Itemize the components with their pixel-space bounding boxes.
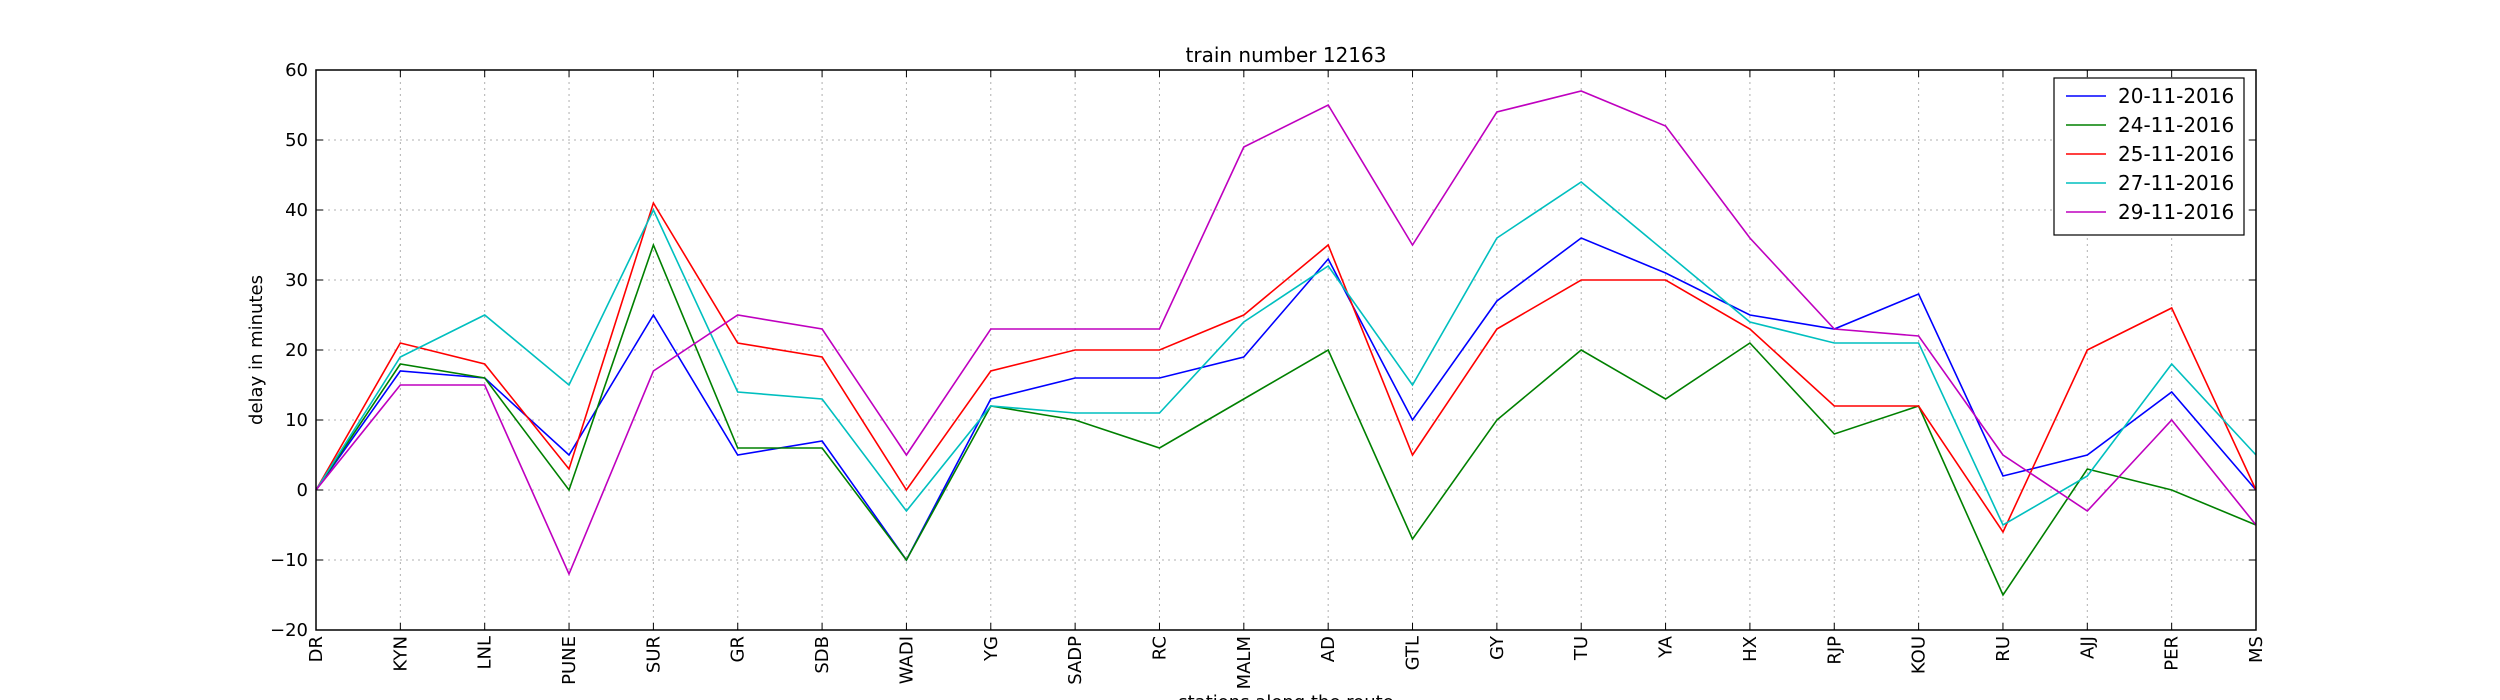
x-tick-label: RC <box>1149 636 1170 660</box>
legend-entry: 24-11-2016 <box>2118 113 2234 137</box>
x-tick-label: GY <box>1487 635 1508 660</box>
x-tick-label: TU <box>1571 636 1592 661</box>
x-tick-label: PUNE <box>559 636 580 685</box>
x-tick-label: LNL <box>475 636 496 670</box>
chart-title: train number 12163 <box>1186 43 1387 67</box>
x-tick-label: MALM <box>1234 636 1255 689</box>
legend-entry: 25-11-2016 <box>2118 142 2234 166</box>
y-tick-label: 0 <box>297 480 308 501</box>
x-tick-label: HX <box>1740 636 1761 662</box>
axis-ticks: −20 −10 0 10 20 30 40 50 60 DR KYN LNL PUNE SUR GR SDB W… <box>270 60 2267 689</box>
y-tick-label: 60 <box>285 60 308 81</box>
x-tick-label: AD <box>1318 636 1339 662</box>
series-lines <box>315 90 2257 597</box>
series-line-27-11-2016 <box>315 181 2257 527</box>
x-tick-label: YA <box>1656 635 1677 659</box>
series-line-20-11-2016 <box>315 237 2257 562</box>
x-tick-label: WADI <box>896 636 917 684</box>
series-line-25-11-2016 <box>315 201 2257 534</box>
x-tick-label: DR <box>306 636 327 662</box>
legend-entry: 29-11-2016 <box>2118 200 2234 224</box>
x-tick-label: SUR <box>643 636 664 673</box>
x-tick-label: KYN <box>390 636 411 672</box>
y-tick-label: −10 <box>270 550 308 571</box>
x-axis-label: stations along the route <box>1178 692 1393 700</box>
series-line-29-11-2016 <box>315 90 2257 577</box>
x-tick-label: KOU <box>1909 636 1930 674</box>
x-tick-label: AJJ <box>2077 636 2098 659</box>
x-tick-label: GTL <box>1403 636 1424 670</box>
series-line-24-11-2016 <box>315 242 2257 597</box>
legend: 20-11-2016 24-11-2016 25-11-2016 27-11-2016… <box>2053 77 2245 236</box>
y-axis-label: delay in minutes <box>246 275 267 425</box>
y-tick-label: 40 <box>285 200 308 221</box>
legend-entry: 27-11-2016 <box>2118 171 2234 195</box>
legend-entry: 20-11-2016 <box>2118 84 2234 108</box>
y-tick-label: −20 <box>270 620 308 641</box>
x-tick-label: PER <box>2162 636 2183 671</box>
y-tick-label: 10 <box>285 410 308 431</box>
x-tick-label: GR <box>728 636 749 662</box>
x-tick-label: MS <box>2246 636 2267 663</box>
legend-box <box>2053 77 2245 236</box>
y-tick-label: 30 <box>285 270 308 291</box>
x-tick-label: RU <box>1993 636 2014 662</box>
x-tick-label: SDB <box>812 636 833 674</box>
x-tick-label: RJP <box>1824 636 1845 665</box>
x-tick-label: SADP <box>1065 636 1086 685</box>
x-tick-label: YG <box>981 636 1002 662</box>
y-tick-label: 50 <box>285 130 308 151</box>
y-tick-label: 20 <box>285 340 308 361</box>
